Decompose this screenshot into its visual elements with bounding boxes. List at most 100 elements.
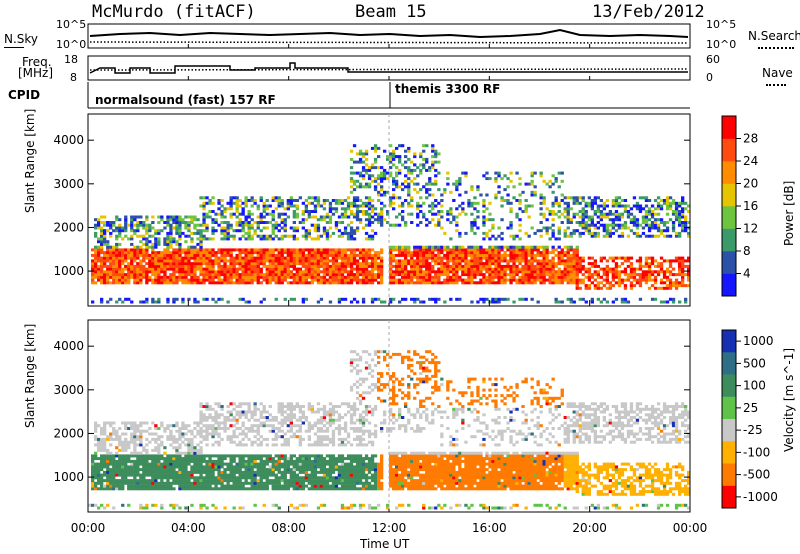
- heatmap-cell: [211, 273, 215, 277]
- heatmap-cell: [166, 256, 170, 260]
- heatmap-cell: [319, 259, 324, 263]
- heatmap-cell: [349, 212, 354, 216]
- heatmap-cell: [295, 253, 299, 257]
- heatmap-cell: [184, 223, 188, 227]
- heatmap-cell: [274, 259, 278, 263]
- heatmap-cell: [524, 253, 528, 257]
- heatmap-cell: [169, 459, 173, 463]
- heatmap-cell: [620, 281, 625, 285]
- heatmap-cell: [470, 253, 474, 257]
- heatmap-cell: [244, 253, 248, 257]
- heatmap-cell: [668, 273, 673, 277]
- heatmap-cell: [190, 432, 194, 436]
- heatmap-cell: [687, 231, 691, 235]
- heatmap-cell: [485, 193, 489, 197]
- heatmap-cell: [271, 210, 275, 213]
- heatmap-cell: [437, 281, 441, 285]
- heatmap-cell: [572, 199, 576, 202]
- heatmap-cell: [398, 144, 402, 148]
- heatmap-cell: [220, 465, 224, 469]
- heatmap-cell: [536, 270, 540, 274]
- heatmap-cell: [154, 465, 158, 469]
- heatmap-cell: [268, 237, 272, 241]
- heatmap-cell: [401, 278, 405, 282]
- heatmap-cell: [455, 256, 459, 260]
- heatmap-cell: [304, 256, 308, 260]
- heatmap-cell: [292, 212, 296, 216]
- heatmap-cell: [653, 212, 658, 216]
- heatmap-cell: [184, 443, 188, 447]
- heatmap-cell: [620, 226, 625, 230]
- heatmap-cell: [136, 484, 140, 488]
- heatmap-cell: [238, 506, 242, 510]
- heatmap-cell: [247, 278, 251, 282]
- heatmap-cell: [401, 218, 405, 222]
- heatmap-cell: [647, 207, 652, 211]
- heatmap-cell: [112, 427, 116, 430]
- heatmap-cell: [500, 196, 504, 200]
- heatmap-cell: [587, 201, 591, 205]
- heatmap-cell: [452, 218, 456, 222]
- heatmap-cell: [530, 267, 534, 271]
- heatmap-cell: [687, 267, 691, 271]
- heatmap-cell: [238, 443, 242, 447]
- heatmap-cell: [118, 264, 122, 268]
- heatmap-cell: [551, 275, 555, 279]
- heatmap-cell: [461, 273, 465, 277]
- heatmap-cell: [130, 424, 134, 428]
- heatmap-cell: [175, 267, 179, 271]
- heatmap-cell: [313, 267, 318, 271]
- heatmap-cell: [671, 273, 676, 277]
- heatmap-cell: [241, 457, 245, 461]
- heatmap-cell: [539, 201, 543, 205]
- heatmap-cell: [578, 278, 582, 282]
- heatmap-cell: [94, 435, 98, 439]
- heatmap-cell: [208, 267, 212, 271]
- heatmap-cell: [632, 275, 637, 279]
- heatmap-cell: [91, 262, 95, 266]
- heatmap-cell: [217, 462, 221, 466]
- heatmap-cell: [590, 281, 594, 285]
- heatmap-cell: [361, 185, 366, 189]
- heatmap-cell: [590, 218, 594, 222]
- heatmap-cell: [250, 267, 254, 271]
- heatmap-cell: [569, 253, 573, 257]
- heatmap-cell: [217, 479, 221, 483]
- heatmap-cell: [458, 275, 462, 279]
- heatmap-cell: [464, 267, 468, 271]
- heatmap-cell: [509, 179, 513, 183]
- heatmap-cell: [220, 462, 224, 466]
- heatmap-cell: [115, 281, 119, 285]
- heatmap-cell: [133, 443, 137, 447]
- heatmap-cell: [316, 253, 321, 257]
- heatmap-cell: [635, 207, 640, 211]
- heatmap-cell: [310, 251, 314, 255]
- heatmap-cell: [343, 278, 348, 282]
- heatmap-cell: [217, 278, 221, 282]
- heatmap-cell: [395, 196, 399, 200]
- heatmap-cell: [488, 267, 492, 271]
- heatmap-cell: [503, 297, 507, 301]
- heatmap-cell: [160, 470, 164, 474]
- heatmap-cell: [136, 278, 140, 282]
- heatmap-cell: [434, 149, 438, 153]
- heatmap-cell: [124, 465, 128, 469]
- heatmap-cell: [232, 457, 236, 461]
- heatmap-cell: [178, 465, 182, 469]
- heatmap-cell: [392, 207, 396, 211]
- heatmap-cell: [154, 237, 158, 241]
- heatmap-cell: [482, 267, 486, 271]
- heatmap-cell: [325, 256, 330, 260]
- heatmap-cell: [563, 275, 567, 279]
- heatmap-cell: [419, 267, 423, 271]
- heatmap-cell: [367, 218, 372, 222]
- heatmap-cell: [217, 468, 221, 472]
- heatmap-cell: [208, 264, 212, 268]
- heatmap-cell: [172, 300, 176, 304]
- heatmap-cell: [208, 413, 212, 417]
- heatmap-cell: [124, 264, 128, 268]
- heatmap-cell: [373, 157, 378, 161]
- heatmap-cell: [205, 248, 209, 252]
- heatmap-cell: [163, 275, 167, 279]
- heatmap-cell: [416, 174, 420, 178]
